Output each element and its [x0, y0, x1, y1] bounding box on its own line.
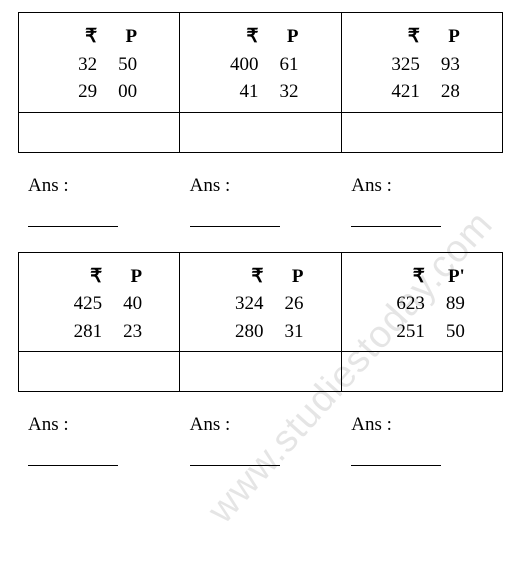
answer-blank-line	[28, 452, 118, 466]
rupee-value: 41	[218, 78, 266, 106]
paise-value: 40	[110, 290, 146, 318]
answer-label: Ans :	[18, 175, 180, 197]
answer-line-row	[18, 213, 503, 232]
rupee-header: ₹	[57, 23, 105, 51]
paise-value: 31	[271, 318, 307, 346]
paise-value: 23	[110, 318, 146, 346]
answer-label: Ans :	[341, 414, 503, 436]
rupee-value: 425	[52, 290, 110, 318]
answer-blank-line	[190, 452, 280, 466]
rupee-header: ₹	[380, 23, 428, 51]
rupee-value: 251	[375, 318, 433, 346]
rupee-value: 280	[213, 318, 271, 346]
paise-header: P	[105, 23, 141, 51]
rupee-header: ₹	[375, 263, 433, 291]
paise-value: 89	[433, 290, 469, 318]
answer-label-row: Ans : Ans : Ans :	[18, 175, 503, 197]
money-grid-2: ₹P 42540 28123 ₹P 32426 28031 ₹P 62389 2…	[18, 252, 503, 393]
money-cell: ₹P 3250 2900	[19, 13, 180, 113]
rupee-header: ₹	[52, 263, 110, 291]
paise-value: 32	[266, 78, 302, 106]
rupee-header: ₹	[213, 263, 271, 291]
rupee-value: 32	[57, 51, 105, 79]
paise-header: P	[271, 263, 307, 291]
paise-value: 50	[105, 51, 141, 79]
rupee-value: 281	[52, 318, 110, 346]
rupee-value: 29	[57, 78, 105, 106]
answer-space-row	[19, 352, 503, 392]
rupee-header: ₹	[218, 23, 266, 51]
rupee-value: 623	[375, 290, 433, 318]
answer-blank-line	[351, 213, 441, 227]
money-cell: ₹P 40061 4132	[180, 13, 341, 113]
paise-value: 93	[428, 51, 464, 79]
answer-blank-line	[28, 213, 118, 227]
paise-value: 28	[428, 78, 464, 106]
answer-label-row: Ans : Ans : Ans :	[18, 414, 503, 436]
answer-label: Ans :	[341, 175, 503, 197]
money-cell: ₹P 32593 42128	[341, 13, 502, 113]
paise-header: P	[428, 23, 464, 51]
paise-header: P	[433, 263, 469, 291]
paise-header: P	[110, 263, 146, 291]
paise-header: P	[266, 23, 302, 51]
money-cell: ₹P 62389 25150	[341, 252, 502, 352]
answer-label: Ans :	[180, 414, 342, 436]
paise-value: 50	[433, 318, 469, 346]
data-row: ₹P 3250 2900 ₹P 40061 4132 ₹P 32593 4212…	[19, 13, 503, 113]
answer-line-row	[18, 452, 503, 471]
answer-blank-line	[190, 213, 280, 227]
answer-blank-line	[351, 452, 441, 466]
answer-label: Ans :	[180, 175, 342, 197]
money-cell: ₹P 42540 28123	[19, 252, 180, 352]
rupee-value: 325	[380, 51, 428, 79]
answer-space-row	[19, 112, 503, 152]
rupee-value: 324	[213, 290, 271, 318]
answer-label: Ans :	[18, 414, 180, 436]
money-cell: ₹P 32426 28031	[180, 252, 341, 352]
paise-value: 26	[271, 290, 307, 318]
paise-value: 61	[266, 51, 302, 79]
rupee-value: 400	[218, 51, 266, 79]
rupee-value: 421	[380, 78, 428, 106]
data-row: ₹P 42540 28123 ₹P 32426 28031 ₹P 62389 2…	[19, 252, 503, 352]
money-grid-1: ₹P 3250 2900 ₹P 40061 4132 ₹P 32593 4212…	[18, 12, 503, 153]
paise-value: 00	[105, 78, 141, 106]
worksheet-container: ₹P 3250 2900 ₹P 40061 4132 ₹P 32593 4212…	[0, 0, 521, 503]
